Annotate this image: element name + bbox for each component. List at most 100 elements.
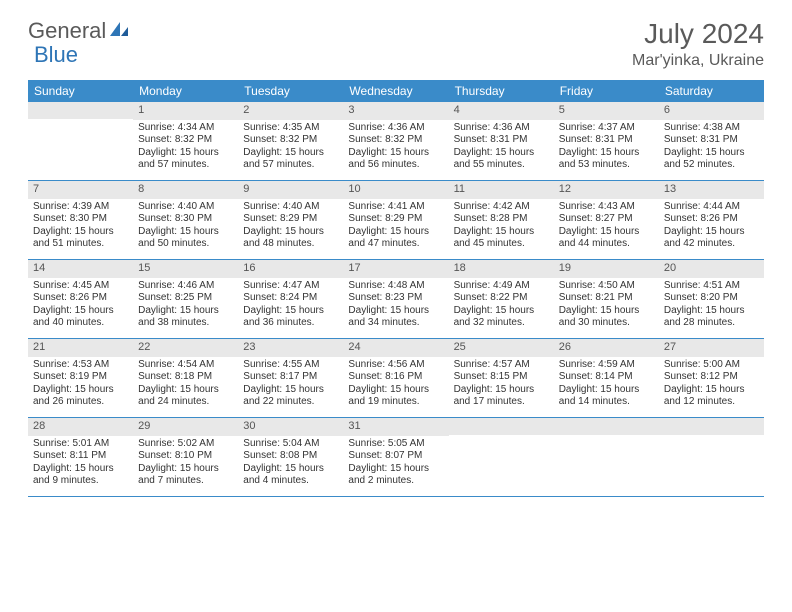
cell-line: Sunrise: 4:49 AM: [454, 280, 549, 293]
cell-line: Daylight: 15 hours: [454, 147, 549, 160]
cell-line: Sunrise: 4:41 AM: [348, 201, 443, 214]
calendar-cell: 1Sunrise: 4:34 AMSunset: 8:32 PMDaylight…: [133, 102, 238, 180]
cell-line: and 34 minutes.: [348, 317, 443, 330]
cell-line: Sunrise: 4:59 AM: [559, 359, 654, 372]
day-number: 24: [343, 339, 448, 357]
cell-line: Sunset: 8:28 PM: [454, 213, 549, 226]
cell-line: Sunset: 8:23 PM: [348, 292, 443, 305]
cell-line: and 24 minutes.: [138, 396, 233, 409]
cell-line: Daylight: 15 hours: [138, 463, 233, 476]
logo-sail-icon: [108, 20, 130, 43]
cell-line: and 7 minutes.: [138, 475, 233, 488]
cell-line: Daylight: 15 hours: [454, 226, 549, 239]
day-header-cell: Monday: [133, 80, 238, 102]
cell-line: Sunset: 8:16 PM: [348, 371, 443, 384]
calendar-cell: [449, 418, 554, 496]
cell-line: and 44 minutes.: [559, 238, 654, 251]
cell-line: Sunset: 8:24 PM: [243, 292, 338, 305]
cell-line: Sunset: 8:12 PM: [664, 371, 759, 384]
day-number: 2: [238, 102, 343, 120]
logo: General: [28, 18, 132, 44]
cell-line: Daylight: 15 hours: [559, 147, 654, 160]
calendar-cell: 31Sunrise: 5:05 AMSunset: 8:07 PMDayligh…: [343, 418, 448, 496]
day-number: 29: [133, 418, 238, 436]
cell-line: Sunrise: 5:02 AM: [138, 438, 233, 451]
cell-line: Sunrise: 4:39 AM: [33, 201, 128, 214]
day-header-cell: Thursday: [449, 80, 554, 102]
cell-line: Sunset: 8:18 PM: [138, 371, 233, 384]
cell-content: Sunrise: 4:50 AMSunset: 8:21 PMDaylight:…: [554, 278, 659, 334]
day-number: 7: [28, 181, 133, 199]
cell-line: and 42 minutes.: [664, 238, 759, 251]
cell-content: Sunrise: 4:37 AMSunset: 8:31 PMDaylight:…: [554, 120, 659, 176]
cell-line: Sunrise: 4:40 AM: [138, 201, 233, 214]
calendar-cell: [28, 102, 133, 180]
cell-line: Sunset: 8:31 PM: [559, 134, 654, 147]
cell-line: Sunset: 8:21 PM: [559, 292, 654, 305]
cell-line: Daylight: 15 hours: [243, 384, 338, 397]
cell-line: Sunrise: 4:40 AM: [243, 201, 338, 214]
calendar-cell: 27 Sunrise: 5:00 AMSunset: 8:12 PMDayligh…: [659, 339, 764, 417]
day-number: 28: [28, 418, 133, 436]
cell-line: Sunrise: 4:57 AM: [454, 359, 549, 372]
cell-line: Daylight: 15 hours: [243, 463, 338, 476]
cell-line: Sunrise: 4:38 AM: [664, 122, 759, 135]
cell-content: Sunrise: 4:55 AMSunset: 8:17 PMDaylight:…: [238, 357, 343, 413]
cell-line: and 53 minutes.: [559, 159, 654, 172]
cell-content: Sunrise: 4:38 AMSunset: 8:31 PMDaylight:…: [659, 120, 764, 176]
day-number: 14: [28, 260, 133, 278]
cell-content: Sunrise: 4:46 AMSunset: 8:25 PMDaylight:…: [133, 278, 238, 334]
cell-line: and 30 minutes.: [559, 317, 654, 330]
cell-line: Sunset: 8:15 PM: [454, 371, 549, 384]
cell-line: Daylight: 15 hours: [33, 305, 128, 318]
day-header-row: SundayMondayTuesdayWednesdayThursdayFrid…: [28, 80, 764, 102]
cell-line: Daylight: 15 hours: [348, 305, 443, 318]
cell-line: Sunset: 8:14 PM: [559, 371, 654, 384]
cell-line: Daylight: 15 hours: [348, 463, 443, 476]
cell-content: Sunrise: 5:01 AMSunset: 8:11 PMDaylight:…: [28, 436, 133, 492]
cell-line: Sunset: 8:26 PM: [664, 213, 759, 226]
cell-content: Sunrise: 4:40 AMSunset: 8:30 PMDaylight:…: [133, 199, 238, 255]
cell-line: and 45 minutes.: [454, 238, 549, 251]
calendar-cell: 22Sunrise: 4:54 AMSunset: 8:18 PMDayligh…: [133, 339, 238, 417]
cell-line: Sunset: 8:11 PM: [33, 450, 128, 463]
cell-content: Sunrise: 4:45 AMSunset: 8:26 PMDaylight:…: [28, 278, 133, 334]
day-number: 27: [659, 339, 764, 357]
calendar-cell: 2Sunrise: 4:35 AMSunset: 8:32 PMDaylight…: [238, 102, 343, 180]
cell-line: Sunrise: 5:00 AM: [664, 359, 759, 372]
day-number: 6: [659, 102, 764, 120]
cell-line: and 9 minutes.: [33, 475, 128, 488]
cell-line: Sunset: 8:31 PM: [454, 134, 549, 147]
cell-line: Daylight: 15 hours: [559, 305, 654, 318]
day-number: 16: [238, 260, 343, 278]
cell-line: Daylight: 15 hours: [33, 384, 128, 397]
cell-line: Sunrise: 4:37 AM: [559, 122, 654, 135]
day-number: 26: [554, 339, 659, 357]
cell-line: and 17 minutes.: [454, 396, 549, 409]
cell-content: Sunrise: 4:41 AMSunset: 8:29 PMDaylight:…: [343, 199, 448, 255]
cell-line: Daylight: 15 hours: [559, 384, 654, 397]
cell-content: Sunrise: 4:59 AMSunset: 8:14 PMDaylight:…: [554, 357, 659, 413]
cell-line: Daylight: 15 hours: [664, 384, 759, 397]
calendar-cell: [554, 418, 659, 496]
cell-line: Daylight: 15 hours: [243, 226, 338, 239]
cell-line: and 22 minutes.: [243, 396, 338, 409]
calendar-cell: 9Sunrise: 4:40 AMSunset: 8:29 PMDaylight…: [238, 181, 343, 259]
cell-line: and 52 minutes.: [664, 159, 759, 172]
cell-line: Sunrise: 4:36 AM: [348, 122, 443, 135]
day-header-cell: Friday: [554, 80, 659, 102]
cell-content: Sunrise: 4:36 AMSunset: 8:32 PMDaylight:…: [343, 120, 448, 176]
cell-line: and 14 minutes.: [559, 396, 654, 409]
cell-content: Sunrise: 4:42 AMSunset: 8:28 PMDaylight:…: [449, 199, 554, 255]
calendar-cell: [659, 418, 764, 496]
cell-content: Sunrise: 5:04 AMSunset: 8:08 PMDaylight:…: [238, 436, 343, 492]
calendar-cell: 25Sunrise: 4:57 AMSunset: 8:15 PMDayligh…: [449, 339, 554, 417]
cell-line: Daylight: 15 hours: [348, 384, 443, 397]
cell-line: Sunset: 8:30 PM: [138, 213, 233, 226]
cell-line: Sunset: 8:31 PM: [664, 134, 759, 147]
cell-line: Sunset: 8:10 PM: [138, 450, 233, 463]
cell-line: and 19 minutes.: [348, 396, 443, 409]
day-number: 18: [449, 260, 554, 278]
cell-content: Sunrise: 5:05 AMSunset: 8:07 PMDaylight:…: [343, 436, 448, 492]
cell-line: and 55 minutes.: [454, 159, 549, 172]
